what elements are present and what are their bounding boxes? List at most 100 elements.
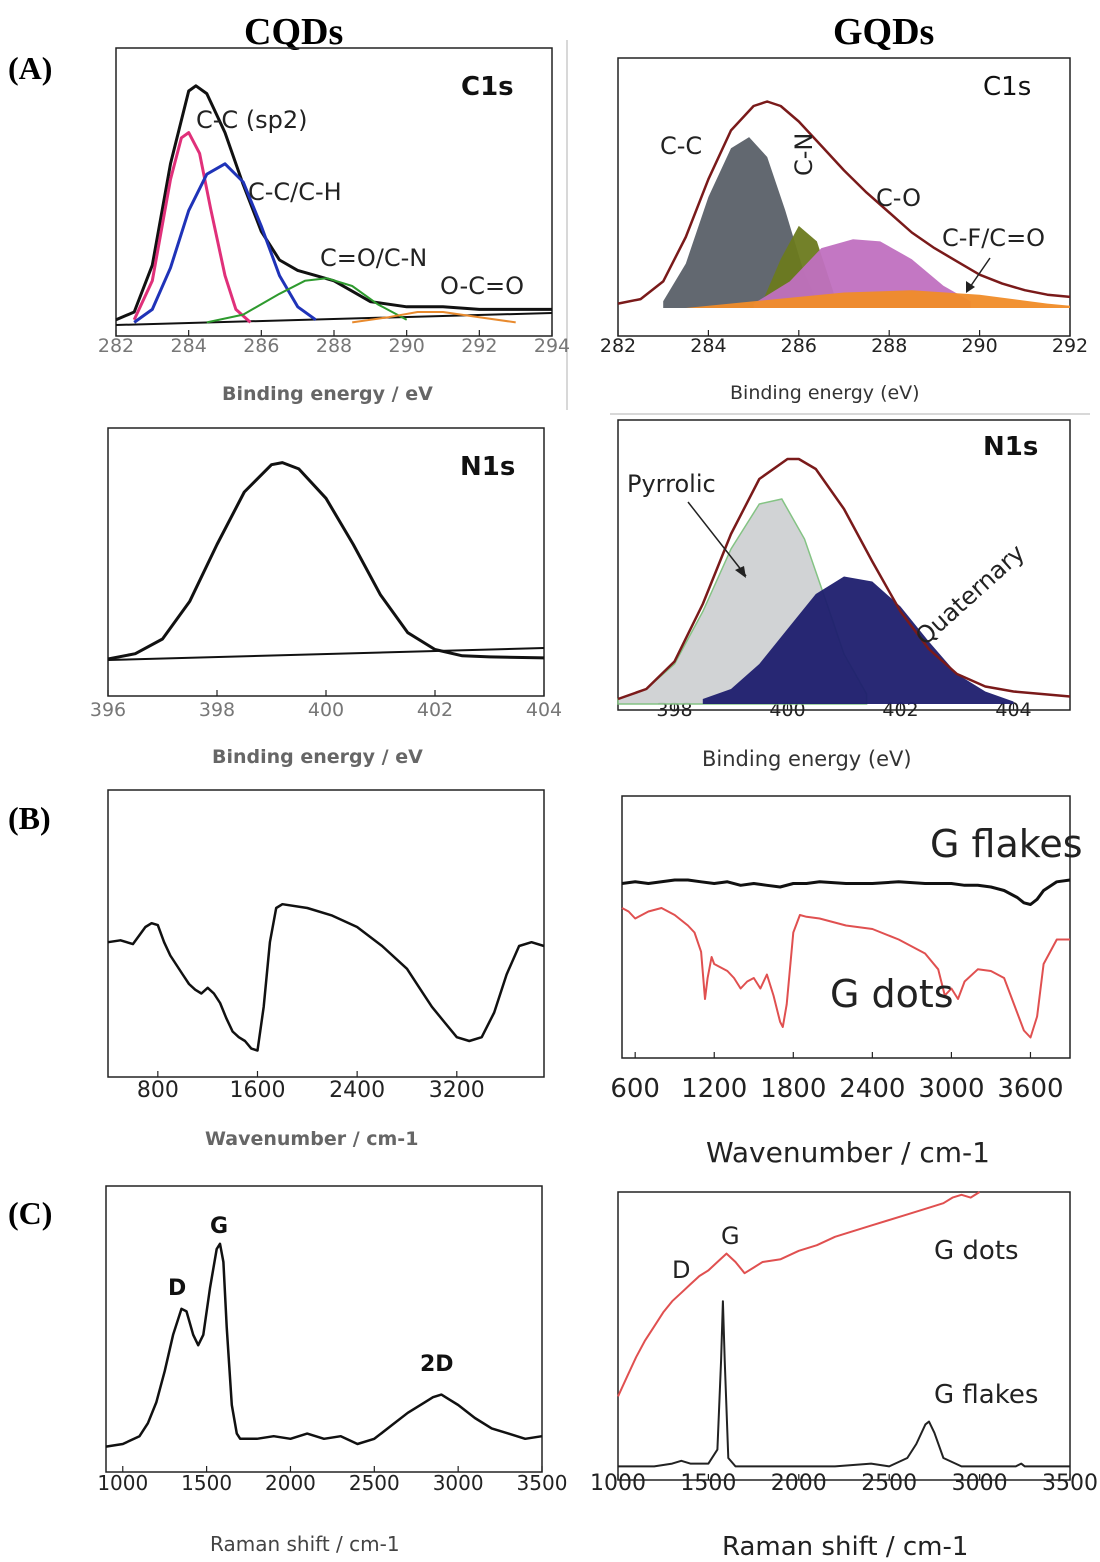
cqd_n1s-tick-label-3: 402 [417, 699, 453, 721]
gqd-n1s-pyrrolic-arrowhead [735, 566, 746, 578]
gqd_n1s-frame [617, 419, 1071, 711]
cqd-ftir-xlabel: Wavenumber / cm-1 [205, 1128, 418, 1150]
section-label-b: (B) [8, 800, 51, 836]
gqd-c1s-label-cn: C-N [790, 132, 818, 176]
cqd_c1s-tick-label-6: 294 [534, 335, 570, 357]
cqd-c1s-label-sp2: C-C (sp2) [196, 106, 308, 134]
cqd_ftir-tick-label-0: 800 [137, 1078, 179, 1103]
cqd_raman-tick-label-4: 3000 [433, 1471, 484, 1495]
gqd_n1s-series-2 [702, 576, 1014, 704]
gqd-n1s-pyrrolic-arrow [687, 501, 747, 577]
cqd_c1s-tick-label-3: 288 [316, 335, 352, 357]
gqd_raman-tick-label-2: 2000 [771, 1471, 827, 1496]
gqd-raman-xlabel: Raman shift / cm-1 [722, 1532, 969, 1562]
cqd-c1s-label-cc-ch: C-C/C-H [248, 178, 342, 206]
cqd_ftir-tick-label-3: 3200 [429, 1078, 485, 1103]
gqd_ftir-tick-label-5: 3600 [997, 1074, 1063, 1104]
gqd_ftir-series-1 [621, 907, 1070, 1039]
gqd-c1s-cf-arrowhead [966, 281, 975, 293]
cqd_c1s-series-3 [206, 277, 408, 324]
cqd_c1s-tick-label-5: 292 [461, 335, 497, 357]
gqd_raman-tick-label-1: 1500 [680, 1471, 736, 1496]
gqd-raman-label-d: D [672, 1256, 691, 1284]
column-divider [566, 40, 568, 410]
cqd_c1s-series-4 [352, 311, 516, 324]
gqd_n1s-series-0 [617, 457, 1071, 701]
gqd_raman-series-0 [617, 1191, 981, 1397]
gqd_raman-tick-label-5: 3500 [1042, 1471, 1098, 1496]
gqd_raman-tick-label-0: 1000 [590, 1471, 646, 1496]
cqd_raman-tick-label-3: 2500 [349, 1471, 400, 1495]
gqd-ftir-label-flakes: G flakes [930, 822, 1083, 866]
gqd_c1s-tick-label-3: 288 [871, 335, 907, 357]
cqd-n1s-xlabel: Binding energy / eV [212, 746, 423, 768]
cqd-raman-label-2d: 2D [420, 1352, 454, 1377]
gqd_ftir-tick-label-0: 600 [610, 1074, 660, 1104]
gqd_raman-frame [617, 1191, 1071, 1481]
gqd_ftir-tick-label-4: 3000 [918, 1074, 984, 1104]
cqd_raman-series-0 [105, 1242, 543, 1448]
cqd_c1s-tick-label-1: 284 [171, 335, 207, 357]
section-label-c: (C) [8, 1195, 53, 1231]
gqd_c1s-series-4 [685, 290, 1070, 308]
cqd_raman-tick-label-0: 1000 [97, 1471, 148, 1495]
cqd-raman-label-g: G [210, 1214, 229, 1239]
cqd_c1s-series-2 [133, 162, 317, 324]
cqd-c1s-label-co-cn: C=O/C-N [320, 244, 428, 272]
gqd-raman-label-dots: G dots [934, 1236, 1019, 1266]
cqd-c1s-title: C1s [461, 72, 514, 102]
cqd_ftir-series-0 [107, 902, 545, 1052]
gqd_ftir-tick-label-1: 1200 [681, 1074, 747, 1104]
cqd_c1s-series-1 [132, 131, 252, 324]
cqd-n1s-title: N1s [460, 452, 516, 482]
gqd_ftir-tick-label-3: 2400 [839, 1074, 905, 1104]
cqd_c1s-tick-label-0: 282 [98, 335, 134, 357]
gqd-c1s-xlabel: Binding energy (eV) [730, 382, 920, 404]
gqd_n1s-tick-label-2: 402 [882, 699, 918, 721]
cqd_raman-tick-label-5: 3500 [517, 1471, 568, 1495]
gqd_c1s-tick-label-2: 286 [781, 335, 817, 357]
gqd-c1s-cf-arrow [967, 257, 991, 291]
cqd_n1s-series-0 [107, 461, 545, 661]
cqd_n1s-baseline [107, 647, 545, 661]
cqd-raman-xlabel: Raman shift / cm-1 [210, 1532, 400, 1556]
gqd_raman-tick-label-3: 2500 [861, 1471, 917, 1496]
cqd-ftir-xlabel-text: Wavenumber / cm-1 [205, 1128, 419, 1150]
cqd_c1s-tick-label-2: 286 [243, 335, 279, 357]
gqd_ftir-tick-label-2: 1800 [760, 1074, 826, 1104]
cqd_n1s-tick-label-0: 396 [90, 699, 126, 721]
gqd_c1s-tick-label-4: 290 [961, 335, 997, 357]
gqd_c1s-tick-label-0: 282 [600, 335, 636, 357]
gqd-raman-label-flakes: G flakes [934, 1380, 1039, 1410]
cqd_n1s-tick-label-1: 398 [199, 699, 235, 721]
gqd-n1s-label-pyrrolic: Pyrrolic [627, 470, 716, 498]
cqd_raman-frame [105, 1185, 543, 1473]
gqd-n1s-xlabel: Binding energy (eV) [702, 747, 912, 771]
cqd_ftir-frame [107, 789, 545, 1078]
row-divider [610, 413, 1090, 415]
cqd-raman-label-d: D [168, 1276, 187, 1301]
column-title-gqds: GQDs [833, 11, 935, 53]
cqd_n1s-tick-label-2: 400 [308, 699, 344, 721]
section-label-a: (A) [8, 50, 53, 86]
gqd_c1s-series-0 [617, 100, 1071, 305]
gqd_raman-tick-label-4: 3000 [952, 1471, 1008, 1496]
gqd-c1s-label-cc: C-C [660, 132, 703, 160]
cqd_ftir-tick-label-1: 1600 [229, 1078, 285, 1103]
gqd-c1s-label-co: C-O [876, 184, 921, 212]
cqd-c1s-xlabel: Binding energy / eV [222, 383, 433, 405]
cqd_ftir-tick-label-2: 2400 [329, 1078, 385, 1103]
cqd_c1s-baseline [115, 312, 553, 326]
gqd_c1s-tick-label-5: 292 [1052, 335, 1088, 357]
gqd_ftir-frame [621, 795, 1071, 1059]
gqd_ftir-series-0 [621, 878, 1071, 906]
gqd-ftir-label-dots: G dots [830, 972, 954, 1016]
gqd-c1s-title: C1s [983, 72, 1032, 102]
gqd_c1s-frame [617, 57, 1071, 337]
cqd_c1s-series-0 [115, 84, 552, 322]
cqd_raman-tick-label-2: 2000 [265, 1471, 316, 1495]
column-title-cqds: CQDs [244, 11, 344, 53]
gqd_n1s-tick-label-3: 404 [995, 699, 1031, 721]
